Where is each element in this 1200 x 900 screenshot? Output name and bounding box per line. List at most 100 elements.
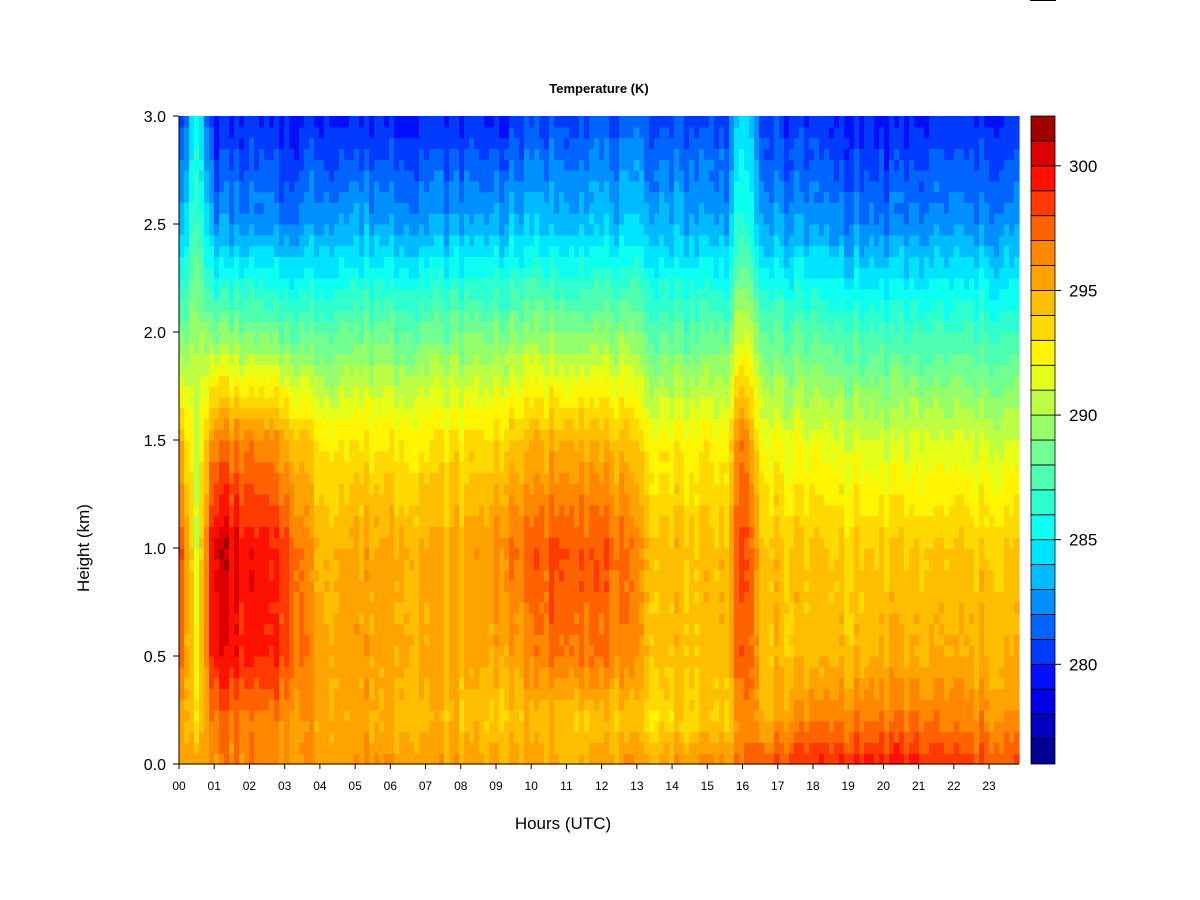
heatmap-cell: [404, 267, 410, 279]
heatmap-cell: [329, 256, 335, 268]
heatmap-cell: [304, 256, 310, 268]
heatmap-cell: [399, 450, 405, 463]
heatmap-cell: [294, 450, 300, 463]
heatmap-cell: [339, 364, 345, 376]
heatmap-cell: [334, 580, 340, 592]
heatmap-cell: [369, 602, 375, 614]
heatmap-cell: [399, 386, 405, 398]
heatmap-cell: [229, 159, 235, 171]
heatmap-cell: [424, 191, 430, 203]
heatmap-cell: [359, 310, 365, 322]
heatmap-cell: [404, 202, 410, 214]
heatmap-cell: [344, 396, 350, 409]
heatmap-cell: [449, 364, 455, 376]
heatmap-cell: [389, 634, 395, 646]
heatmap-cell: [564, 364, 570, 376]
heatmap-cell: [344, 742, 350, 754]
heatmap-cell: [589, 558, 595, 571]
heatmap-cell: [574, 137, 580, 149]
heatmap-cell: [539, 191, 545, 203]
heatmap-cell: [184, 234, 190, 247]
heatmap-cell: [349, 245, 355, 257]
heatmap-cell: [464, 526, 470, 538]
heatmap-cell: [354, 288, 360, 301]
heatmap-cell: [439, 310, 445, 322]
heatmap-cell: [389, 429, 395, 441]
heatmap-cell: [319, 602, 325, 614]
heatmap-cell: [424, 267, 430, 279]
heatmap-cell: [299, 731, 305, 743]
heatmap-cell: [274, 612, 280, 625]
heatmap-cell: [254, 666, 260, 679]
heatmap-cell: [279, 612, 285, 625]
heatmap-cell: [454, 116, 460, 128]
heatmap-cell: [404, 483, 410, 495]
heatmap-cell: [214, 375, 220, 387]
heatmap-cell: [544, 278, 550, 290]
heatmap-cell: [494, 116, 500, 128]
heatmap-cell: [534, 450, 540, 463]
heatmap-cell: [514, 742, 520, 754]
heatmap-cell: [569, 623, 575, 635]
heatmap-cell: [394, 202, 400, 214]
heatmap-cell: [219, 753, 225, 765]
heatmap-cell: [289, 569, 295, 581]
heatmap-cell: [259, 180, 265, 193]
heatmap-cell: [404, 148, 410, 160]
heatmap-cell: [389, 375, 395, 387]
heatmap-cell: [589, 137, 595, 149]
heatmap-cell: [499, 224, 505, 236]
heatmap-cell: [419, 537, 425, 549]
heatmap-cell: [289, 558, 295, 571]
heatmap-cell: [269, 720, 275, 733]
heatmap-cell: [214, 515, 220, 527]
heatmap-cell: [214, 666, 220, 679]
heatmap-cell: [369, 548, 375, 560]
heatmap-cell: [464, 342, 470, 355]
heatmap-cell: [199, 256, 205, 268]
heatmap-cell: [454, 504, 460, 517]
heatmap-cell: [509, 375, 515, 387]
heatmap-cell: [349, 116, 355, 128]
heatmap-cell: [504, 321, 510, 333]
heatmap-cell: [249, 407, 255, 419]
heatmap-cell: [564, 623, 570, 635]
heatmap-cell: [514, 688, 520, 700]
heatmap-cell: [409, 245, 415, 257]
heatmap-cell: [404, 191, 410, 203]
heatmap-cell: [184, 580, 190, 592]
heatmap-cell: [564, 278, 570, 290]
heatmap-cell: [539, 742, 545, 754]
heatmap-cell: [569, 494, 575, 506]
heatmap-cell: [464, 126, 470, 139]
heatmap-cell: [274, 494, 280, 506]
heatmap-cell: [429, 731, 435, 743]
heatmap-cell: [334, 159, 340, 171]
heatmap-cell: [264, 720, 270, 733]
heatmap-cell: [314, 407, 320, 419]
heatmap-cell: [594, 731, 600, 743]
heatmap-cell: [579, 180, 585, 193]
heatmap-cell: [269, 310, 275, 322]
heatmap-cell: [359, 213, 365, 225]
heatmap-cell: [514, 537, 520, 549]
heatmap-cell: [364, 753, 370, 765]
heatmap-cell: [189, 537, 195, 549]
heatmap-cell: [254, 234, 260, 247]
heatmap-cell: [229, 288, 235, 301]
heatmap-cell: [279, 191, 285, 203]
heatmap-cell: [219, 353, 225, 365]
heatmap-cell: [439, 483, 445, 495]
heatmap-cell: [354, 418, 360, 430]
heatmap-cell: [209, 526, 215, 538]
heatmap-cell: [194, 353, 200, 365]
heatmap-cell: [444, 375, 450, 387]
heatmap-cell: [394, 353, 400, 365]
heatmap-cell: [294, 472, 300, 484]
heatmap-cell: [359, 504, 365, 517]
heatmap-cell: [274, 699, 280, 711]
heatmap-cell: [194, 342, 200, 355]
heatmap-cell: [314, 688, 320, 700]
heatmap-cell: [534, 180, 540, 193]
heatmap-cell: [234, 450, 240, 463]
